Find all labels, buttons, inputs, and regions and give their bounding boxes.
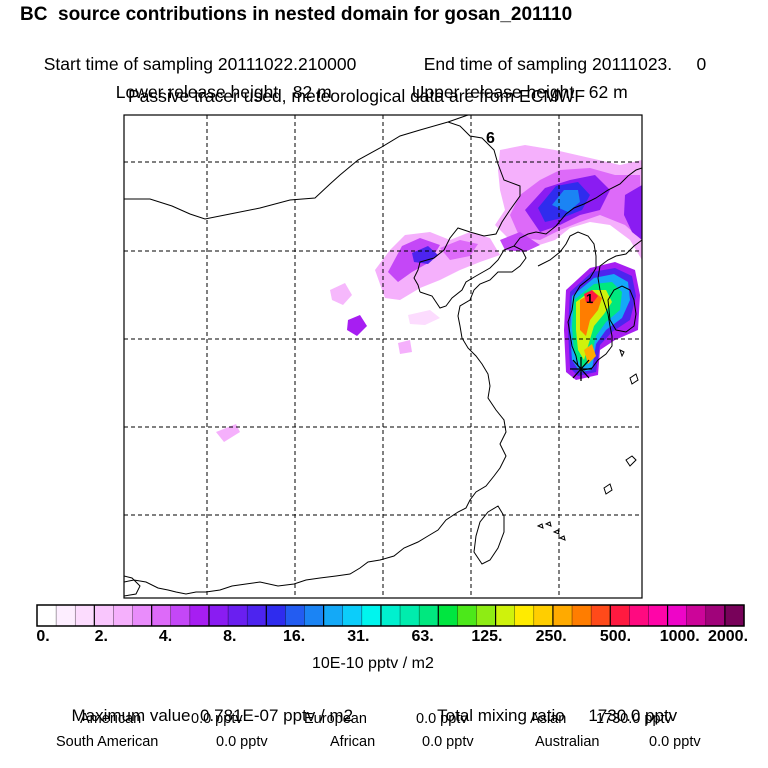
colorbar-cell — [94, 605, 115, 626]
colorbar-cell — [476, 605, 497, 626]
colorbar-cell — [610, 605, 630, 626]
colorbar-cell — [285, 605, 306, 626]
colorbar-cell — [151, 605, 172, 626]
met-data-note: Passive tracer used, meteorological data… — [128, 86, 586, 106]
concentration-field — [216, 145, 642, 442]
maximum-value: 0.781E-07 pptv / m2 — [199, 706, 354, 725]
maximum-value-line: Maximum value 0.781E-07 pptv / m2 — [62, 686, 353, 726]
colorbar-cell — [686, 605, 707, 626]
colorbar-tick-label: 16. — [282, 628, 306, 645]
start-time-label: Start time of sampling — [43, 54, 213, 74]
colorbar-tick-label: 0. — [36, 628, 50, 645]
total-mixing-ratio-label: Total mixing ratio — [437, 706, 565, 725]
graticule — [124, 115, 642, 598]
asian-label: Asian — [530, 711, 567, 727]
colorbar-cell — [380, 605, 401, 626]
colorbar-tick-label: 4. — [158, 628, 173, 645]
total-mixing-ratio-value: 1730.0 pptv — [588, 706, 678, 725]
end-time-label: End time of sampling — [423, 54, 588, 74]
colorbar-cell — [266, 605, 287, 626]
colorbar-cells — [37, 605, 745, 626]
colorbar-cell — [552, 605, 573, 626]
asian-value: 1730.0 pptv — [596, 711, 672, 727]
colorbar-cell — [37, 605, 57, 626]
colorbar-cell — [572, 605, 592, 626]
colorbar-tick-label: 250. — [535, 628, 567, 645]
colorbar-cell — [533, 605, 554, 626]
plot-title: BC source contributions in nested domain… — [20, 4, 573, 25]
australian-label: Australian — [535, 734, 600, 750]
colorbar-cell — [228, 605, 248, 626]
colorbar-units: 10E-10 pptv / m2 — [312, 655, 434, 672]
colorbar-border — [36, 604, 745, 627]
colorbar-cell — [457, 605, 478, 626]
map-frame — [123, 114, 643, 599]
colorbar-cell — [342, 605, 363, 626]
australian-value: 0.0 pptv — [649, 734, 701, 750]
end-time-line: End time of sampling 20111023. 0 — [414, 33, 706, 75]
colorbar-cell — [113, 605, 134, 626]
colorbar-cell — [419, 605, 439, 626]
maximum-value-label: Maximum value — [71, 706, 191, 725]
colorbar-separators — [55, 605, 726, 626]
lower-release-line: Lower release height 82 m — [106, 61, 332, 103]
colorbar-cell — [247, 605, 267, 626]
colorbar-cell — [400, 605, 420, 626]
colorbar-tick-label: 500. — [599, 628, 632, 645]
colorbar-cell — [361, 605, 382, 626]
colorbar-cell — [132, 605, 153, 626]
african-label: African — [330, 734, 376, 750]
colorbar-cell — [170, 605, 191, 626]
colorbar-cell — [208, 605, 229, 626]
colorbar-cell — [591, 605, 611, 626]
colorbar-cell — [495, 605, 516, 626]
map-label-one: 1 — [586, 291, 593, 306]
receptor-star-icon — [570, 357, 592, 381]
total-mixing-ratio-line: Total mixing ratio 1730.0 pptv — [428, 686, 677, 726]
upper-release-value: 62 m — [588, 82, 628, 102]
colorbar-cell — [705, 605, 726, 626]
african-value: 0.0 pptv — [422, 734, 474, 750]
colorbar-cell — [56, 605, 76, 626]
colorbar-cell — [629, 605, 650, 626]
colorbar-cell — [323, 605, 344, 626]
south-american-value: 0.0 pptv — [216, 734, 268, 750]
american-value: 0.0 pptv — [191, 711, 243, 727]
lower-release-label: Lower release height — [115, 82, 279, 102]
colorbar-cell — [438, 605, 458, 626]
start-time-line: Start time of sampling 20111022.210000 — [34, 33, 357, 75]
colorbar-cell — [724, 605, 745, 626]
south-american-label: South American — [56, 734, 159, 750]
upper-release-line: Upper release height 62 m — [402, 61, 628, 103]
colorbar-cell — [514, 605, 535, 626]
colorbar-tick-label: 2000. — [707, 628, 749, 645]
colorbar-cell — [304, 605, 325, 626]
coastlines-and-borders — [124, 115, 642, 597]
colorbar-tick-label: 125. — [471, 628, 503, 645]
end-time-value: 20111023. 0 — [592, 54, 707, 74]
upper-release-label: Upper release height — [411, 82, 575, 102]
start-time-value: 20111022.210000 — [217, 54, 357, 74]
map-label-six: 6 — [486, 130, 495, 147]
lower-release-value: 82 m — [292, 82, 332, 102]
colorbar-cell — [75, 605, 95, 626]
colorbar-cell — [648, 605, 669, 626]
colorbar-tick-label: 1000. — [659, 628, 700, 645]
european-label: European — [304, 711, 367, 727]
colorbar-tick-label: 8. — [223, 628, 237, 645]
colorbar-cell — [189, 605, 210, 626]
european-value: 0.0 pptv — [416, 711, 468, 727]
colorbar-tick-label: 2. — [94, 628, 108, 645]
american-label: American — [80, 711, 142, 727]
colorbar-cell — [667, 605, 688, 626]
colorbar-tick-label: 31. — [347, 628, 370, 645]
colorbar-tick-label: 63. — [411, 628, 434, 645]
